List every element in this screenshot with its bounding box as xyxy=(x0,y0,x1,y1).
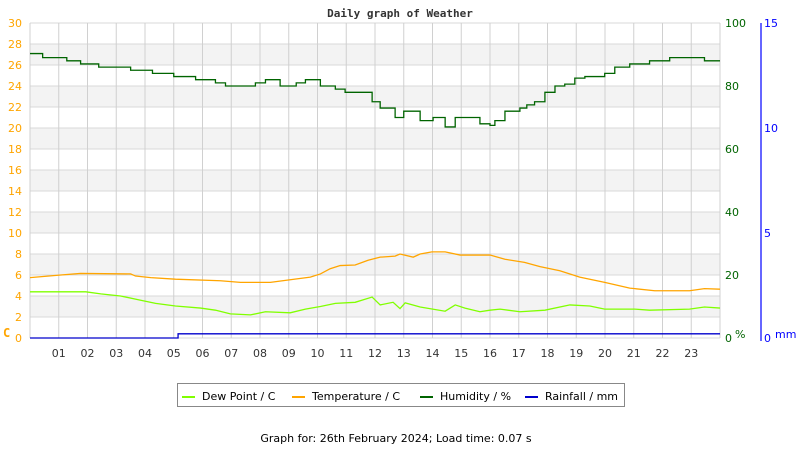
left-tick-label: 22 xyxy=(8,101,22,114)
series-line-dew xyxy=(30,291,721,316)
left-tick-label: 14 xyxy=(8,185,22,198)
x-tick-label: 14 xyxy=(426,347,440,360)
x-tick-label: 17 xyxy=(512,347,526,360)
x-tick-label: 08 xyxy=(253,347,267,360)
x-tick-label: 12 xyxy=(368,347,382,360)
rain-tick-label: 5 xyxy=(764,227,771,240)
left-tick-label: 20 xyxy=(8,122,22,135)
right-tick-label: 100 xyxy=(725,17,746,30)
footer-text: Graph for: 26th February 2024; Load time… xyxy=(260,432,532,445)
rain-tick-label: 15 xyxy=(764,17,778,30)
left-tick-label: 2 xyxy=(15,311,22,324)
left-unit-label: C xyxy=(3,326,10,340)
x-tick-label: 13 xyxy=(397,347,411,360)
left-tick-label: 30 xyxy=(8,17,22,30)
left-tick-label: 24 xyxy=(8,80,22,93)
series-line-temperature xyxy=(29,251,721,292)
x-tick-label: 20 xyxy=(598,347,612,360)
x-tick-label: 22 xyxy=(656,347,670,360)
x-tick-label: 16 xyxy=(483,347,497,360)
right-tick-label: 20 xyxy=(725,269,739,282)
x-tick-label: 21 xyxy=(627,347,641,360)
legend-entry: Rainfall / mm xyxy=(545,390,618,403)
series-line-humidity xyxy=(30,52,720,128)
rain-tick-label: 0 xyxy=(764,332,771,345)
left-tick-label: 18 xyxy=(8,143,22,156)
rain-tick-label: 10 xyxy=(764,122,778,135)
legend-entry: Dew Point / C xyxy=(202,390,276,403)
x-tick-label: 18 xyxy=(541,347,555,360)
x-tick-label: 19 xyxy=(569,347,583,360)
right-tick-label: 60 xyxy=(725,143,739,156)
left-tick-label: 10 xyxy=(8,227,22,240)
rain-unit-label: mm xyxy=(775,328,796,341)
left-tick-label: 6 xyxy=(15,269,22,282)
left-tick-label: 26 xyxy=(8,59,22,72)
chart-title: Daily graph of Weather xyxy=(327,7,473,20)
x-tick-label: 05 xyxy=(167,347,181,360)
left-tick-label: 8 xyxy=(15,248,22,261)
x-tick-label: 15 xyxy=(454,347,468,360)
legend-entry: Humidity / % xyxy=(440,390,511,403)
x-tick-label: 06 xyxy=(196,347,210,360)
legend-entry: Temperature / C xyxy=(311,390,400,403)
x-tick-label: 07 xyxy=(224,347,238,360)
legend: Dew Point / C Temperature / C Humidity / %… xyxy=(177,383,625,407)
right-tick-label: 40 xyxy=(725,206,739,219)
left-tick-label: 4 xyxy=(15,290,22,303)
x-tick-label: 02 xyxy=(81,347,95,360)
series-line-rainfall xyxy=(30,333,720,339)
x-tick-label: 23 xyxy=(684,347,698,360)
x-tick-label: 03 xyxy=(109,347,123,360)
x-tick-label: 09 xyxy=(282,347,296,360)
x-tick-label: 10 xyxy=(311,347,325,360)
right-unit-label: % xyxy=(735,328,745,341)
x-tick-label: 01 xyxy=(52,347,66,360)
left-tick-label: 12 xyxy=(8,206,22,219)
left-tick-label: 0 xyxy=(15,332,22,345)
legend-box xyxy=(177,383,625,407)
x-tick-label: 04 xyxy=(138,347,152,360)
right-tick-label: 0 xyxy=(725,332,732,345)
left-tick-label: 16 xyxy=(8,164,22,177)
x-tick-label: 11 xyxy=(339,347,353,360)
left-tick-label: 28 xyxy=(8,38,22,51)
right-tick-label: 80 xyxy=(725,80,739,93)
